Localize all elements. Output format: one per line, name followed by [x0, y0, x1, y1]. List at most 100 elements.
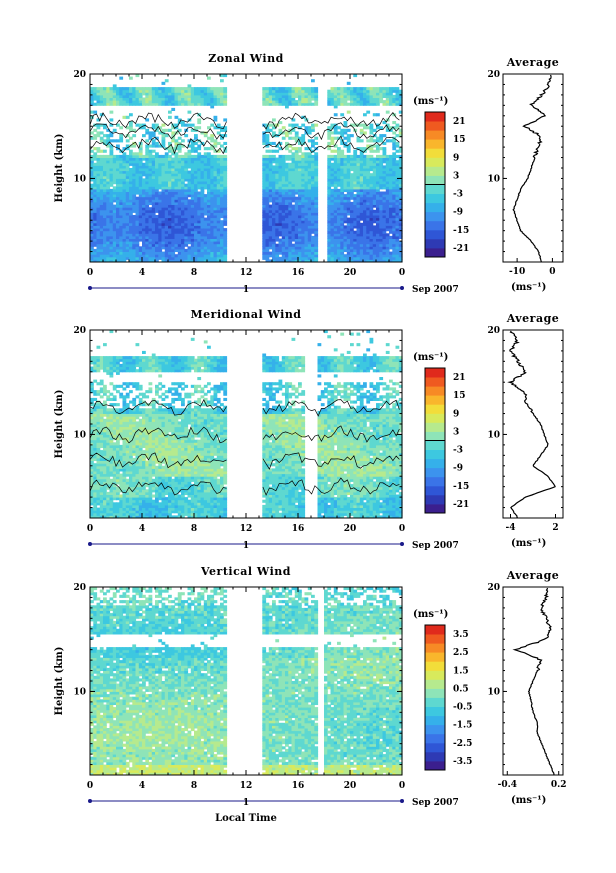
panel-title: Zonal Wind	[208, 52, 284, 65]
x-axis-label: Local Time	[215, 813, 277, 824]
date-suffix: Sep 2007	[412, 798, 459, 808]
colorbar-tick-label: -2.5	[453, 739, 472, 749]
colorbar-tick-label: 1.5	[453, 666, 469, 676]
contour-lines	[89, 399, 400, 496]
contour-lines	[89, 112, 400, 155]
profile-x-tick-label: 2	[552, 523, 558, 533]
profile-line	[512, 74, 552, 263]
colorbar-tick-label: -9	[453, 208, 463, 218]
colorbar-tick-label: 3.5	[453, 630, 469, 640]
profile-x-tick-label: -4	[506, 523, 516, 533]
x-tick-label: 20	[344, 781, 357, 791]
x-tick-label: 4	[139, 268, 145, 278]
colorbar-tick-label: 9	[453, 153, 459, 163]
colorbar-tick-label: -9	[453, 464, 463, 474]
profile-x-label: (ms⁻¹)	[511, 795, 546, 806]
x-tick-label: 0	[399, 524, 405, 534]
profile-x-label: (ms⁻¹)	[511, 538, 546, 549]
colorbar-tick-label: -15	[453, 482, 469, 492]
panel-title: Meridional Wind	[190, 308, 301, 321]
colorbar-unit: (ms⁻¹)	[413, 609, 448, 620]
colorbar-unit: (ms⁻¹)	[413, 96, 448, 107]
x-tick-label: 16	[292, 781, 305, 791]
profile-y-tick-label: 20	[487, 326, 500, 336]
colorbar-tick-label: -0.5	[453, 703, 472, 713]
y-axis-label: Height (km)	[54, 134, 65, 203]
x-tick-label: 12	[240, 268, 253, 278]
profile-frame	[502, 329, 564, 519]
date-label: 1	[243, 285, 249, 295]
colorbar-tick-label: 15	[453, 391, 466, 401]
y-tick-label: 20	[73, 70, 86, 80]
colorbar-tick-label: 2.5	[453, 648, 469, 658]
profile-x-tick-label: -10	[509, 267, 525, 277]
profile-x-tick-label: 0.2	[551, 780, 567, 790]
x-tick-label: 8	[191, 781, 197, 791]
average-profile: Average 10 20 -10 0(ms⁻¹)	[487, 56, 564, 293]
average-profile: Average 10 20 -0.4 0.2 (ms⁻¹)	[487, 569, 566, 806]
panel-2: Vertical Wind 0 4 8 12 16 20 0 10 20 Height (km) 1 S…	[54, 565, 567, 824]
colorbar: 21 15 9 3 -3 -9 -15 -21 (ms⁻¹)	[413, 96, 469, 258]
colorbar-tick-label: -21	[453, 244, 469, 254]
heatmap-cells	[90, 330, 403, 519]
panel-title: Vertical Wind	[200, 565, 291, 578]
x-tick-label: 0	[87, 524, 93, 534]
profile-y-tick-label: 20	[487, 70, 500, 80]
x-tick-label: 0	[399, 781, 405, 791]
colorbar-unit: (ms⁻¹)	[413, 352, 448, 363]
colorbar: 3.5 2.5 1.5 0.5 -0.5 -1.5 -2.5 -3.5 (ms⁻¹)	[413, 609, 472, 771]
colorbar-tick-label: -15	[453, 226, 469, 236]
x-tick-label: 8	[191, 524, 197, 534]
profile-line	[512, 587, 555, 776]
colorbar-tick-label: 9	[453, 409, 459, 419]
colorbar-tick-label: -3.5	[453, 757, 472, 767]
x-tick-label: 0	[87, 781, 93, 791]
profile-y-tick-label: 10	[487, 174, 500, 184]
colorbar-tick-label: 3	[453, 171, 459, 181]
y-axis-label: Height (km)	[54, 647, 65, 716]
colorbar-tick-label: -3	[453, 446, 463, 456]
date-suffix: Sep 2007	[412, 541, 459, 551]
x-tick-label: 12	[240, 781, 253, 791]
colorbar-tick-label: 21	[453, 373, 466, 383]
colorbar-tick-label: 3	[453, 427, 459, 437]
colorbar: 21 15 9 3 -3 -9 -15 -21 (ms⁻¹)	[413, 352, 469, 514]
average-profile: Average 10 20 -4 2 (ms⁻¹)	[487, 312, 564, 549]
profile-line	[507, 330, 556, 519]
colorbar-tick-label: -21	[453, 500, 469, 510]
colorbar-tick-label: 21	[453, 117, 466, 127]
profile-x-tick-label: 0	[549, 267, 555, 277]
y-tick-label: 20	[73, 326, 86, 336]
x-tick-label: 0	[399, 268, 405, 278]
y-tick-label: 10	[73, 174, 86, 184]
date-label: 1	[243, 798, 249, 808]
profile-title: Average	[506, 56, 560, 69]
heatmap-cells	[90, 587, 403, 776]
colorbar-tick-label: -1.5	[453, 721, 472, 731]
x-tick-label: 4	[139, 781, 145, 791]
profile-y-tick-label: 10	[487, 430, 500, 440]
x-tick-label: 20	[344, 268, 357, 278]
y-tick-label: 10	[73, 430, 86, 440]
profile-frame	[502, 73, 564, 263]
date-label: 1	[243, 541, 249, 551]
profile-x-label: (ms⁻¹)	[511, 282, 546, 293]
colorbar-tick-label: 15	[453, 135, 466, 145]
x-tick-label: 8	[191, 268, 197, 278]
x-tick-label: 4	[139, 524, 145, 534]
profile-y-tick-label: 20	[487, 583, 500, 593]
y-tick-label: 10	[73, 687, 86, 697]
profile-y-tick-label: 10	[487, 687, 500, 697]
panel-0: Zonal Wind 0 4 8 12 16 20 0 10 20 Height (km) 1 Sep …	[54, 52, 564, 295]
profile-x-tick-label: -0.4	[498, 780, 517, 790]
y-tick-label: 20	[73, 583, 86, 593]
colorbar-tick-label: -3	[453, 190, 463, 200]
profile-title: Average	[506, 569, 560, 582]
y-axis-label: Height (km)	[54, 390, 65, 459]
x-tick-label: 20	[344, 524, 357, 534]
x-tick-label: 12	[240, 524, 253, 534]
heatmap-cells	[90, 74, 403, 263]
x-tick-label: 0	[87, 268, 93, 278]
